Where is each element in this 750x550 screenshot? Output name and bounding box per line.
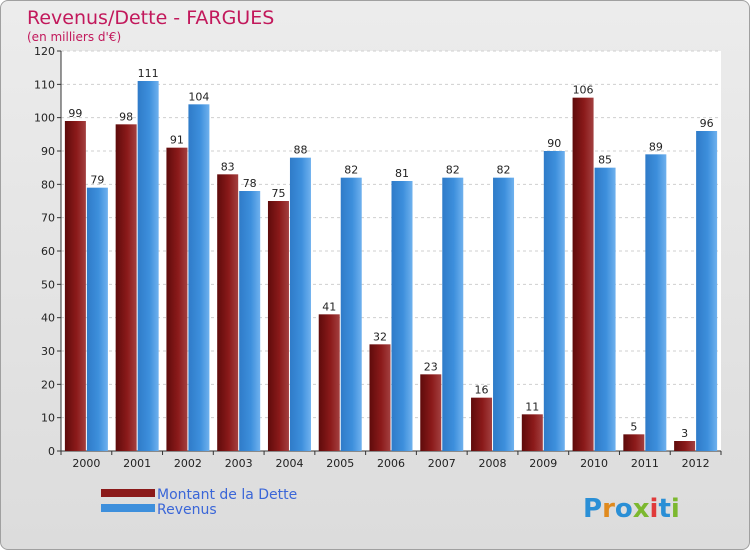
x-tick-label: 2008 xyxy=(479,457,507,470)
legend-label-debt: Montant de la Dette xyxy=(157,487,297,503)
data-label: 96 xyxy=(700,117,714,130)
data-label: 88 xyxy=(293,144,307,157)
bar-revenue xyxy=(696,131,718,451)
chart-title: Revenus/Dette - FARGUES xyxy=(27,7,274,29)
x-tick-label: 2011 xyxy=(631,457,659,470)
bars xyxy=(64,81,718,452)
x-tick-label: 2010 xyxy=(580,457,608,470)
x-tick-label: 2003 xyxy=(225,457,253,470)
bar-debt xyxy=(64,121,86,451)
y-tick-label: 50 xyxy=(41,278,55,291)
data-label: 11 xyxy=(525,400,539,413)
x-tick-label: 2009 xyxy=(529,457,557,470)
bar-revenue xyxy=(645,154,667,452)
y-tick-label: 20 xyxy=(41,378,55,391)
data-label: 79 xyxy=(90,174,104,187)
gridlines xyxy=(61,50,721,452)
data-label: 90 xyxy=(547,137,561,150)
proxiti-logo-text: Proxiti xyxy=(583,494,680,524)
bar-revenue xyxy=(594,167,616,451)
legend-label-revenue: Revenus xyxy=(157,502,217,518)
y-tick-label: 110 xyxy=(34,78,55,91)
data-label: 78 xyxy=(243,177,257,190)
bar-revenue xyxy=(137,81,159,451)
y-tick-label: 10 xyxy=(41,412,55,425)
y-tick-label: 30 xyxy=(41,345,55,358)
y-tick-label: 0 xyxy=(48,445,55,458)
y-tick-label: 120 xyxy=(34,45,55,58)
y-tick-label: 60 xyxy=(41,245,55,258)
bar-debt xyxy=(166,147,188,451)
data-label: 85 xyxy=(598,154,612,167)
data-label: 3 xyxy=(681,427,688,440)
bar-revenue xyxy=(493,177,515,451)
chart-subtitle: (en milliers d'€) xyxy=(27,30,121,44)
data-label: 82 xyxy=(497,164,511,177)
data-label: 106 xyxy=(573,84,594,97)
bar-debt xyxy=(217,174,239,452)
bar-debt xyxy=(420,374,442,451)
legend-swatch-revenue xyxy=(101,504,155,512)
bar-revenue xyxy=(289,157,311,451)
proxiti-logo: Proxiti xyxy=(583,494,680,524)
y-tick-label: 90 xyxy=(41,145,55,158)
bar-debt xyxy=(521,414,543,451)
bar-debt xyxy=(674,441,696,451)
bar-debt xyxy=(318,314,340,451)
bar-debt xyxy=(267,201,289,451)
data-label: 83 xyxy=(221,160,235,173)
bar-revenue xyxy=(340,177,362,451)
data-label: 99 xyxy=(68,107,82,120)
bar-revenue xyxy=(442,177,464,451)
bar-debt xyxy=(471,397,493,451)
bar-debt xyxy=(369,344,391,451)
y-tick-label: 100 xyxy=(34,112,55,125)
x-tick-label: 2001 xyxy=(123,457,151,470)
data-label: 104 xyxy=(188,90,209,103)
x-tick-label: 2006 xyxy=(377,457,405,470)
bar-debt xyxy=(623,434,645,451)
data-label: 81 xyxy=(395,167,409,180)
bar-revenue xyxy=(239,191,261,451)
data-label: 23 xyxy=(424,360,438,373)
data-label: 91 xyxy=(170,134,184,147)
data-label: 75 xyxy=(271,187,285,200)
data-label: 82 xyxy=(344,164,358,177)
x-tick-label: 2002 xyxy=(174,457,202,470)
x-tick-label: 2007 xyxy=(428,457,456,470)
x-tick-label: 2005 xyxy=(326,457,354,470)
data-label: 5 xyxy=(630,420,637,433)
data-label: 82 xyxy=(446,164,460,177)
data-label: 41 xyxy=(322,300,336,313)
data-label: 16 xyxy=(475,384,489,397)
y-tick-label: 70 xyxy=(41,212,55,225)
legend-swatch-debt xyxy=(101,489,155,497)
y-tick-label: 80 xyxy=(41,178,55,191)
data-label: 89 xyxy=(649,140,663,153)
bar-revenue xyxy=(86,187,108,451)
bar-revenue xyxy=(543,151,565,451)
x-tick-label: 2004 xyxy=(275,457,303,470)
data-label: 98 xyxy=(119,110,133,123)
bar-debt xyxy=(572,97,594,452)
data-label: 111 xyxy=(138,67,159,80)
x-tick-label: 2012 xyxy=(682,457,710,470)
bar-revenue xyxy=(391,181,413,451)
bar-revenue xyxy=(188,104,210,451)
data-labels: 99 79 98 111 91 104 83 78 75 88 41 82 32 81 23 82 16 82 11… xyxy=(68,67,713,440)
x-tick-label: 2000 xyxy=(72,457,100,470)
y-tick-label: 40 xyxy=(41,312,55,325)
data-label: 32 xyxy=(373,330,387,343)
bar-debt xyxy=(115,124,137,451)
